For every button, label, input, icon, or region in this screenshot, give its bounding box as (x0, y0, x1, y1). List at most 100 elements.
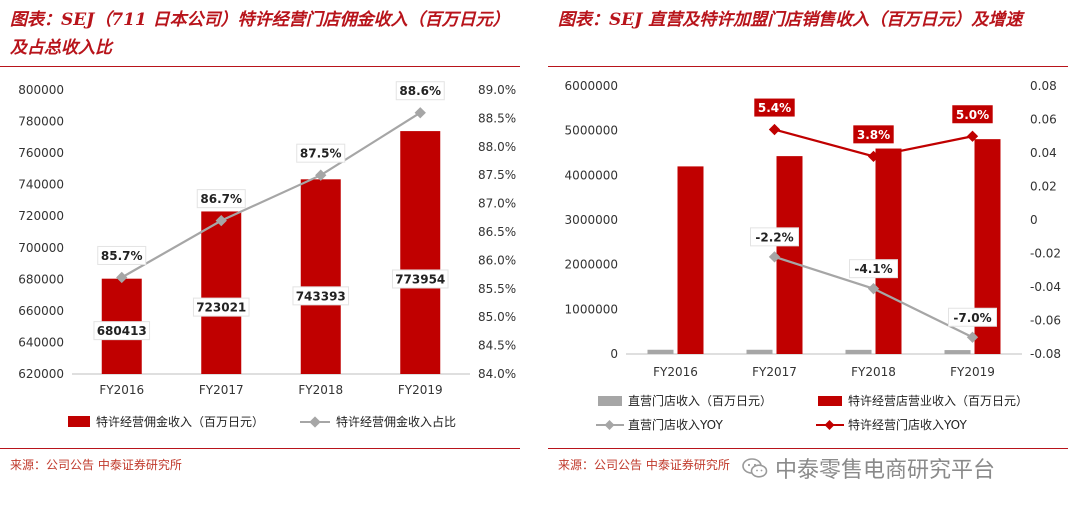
right-y-tick: 88.0% (478, 140, 516, 154)
franchise-yoy-data-label-box (952, 105, 993, 124)
right-y-tick: -0.04 (1030, 280, 1061, 294)
direct-bar (845, 349, 872, 354)
right-panel: 图表：SEJ 直营及特许加盟门店销售收入（百万日元）及增速 0 1000000 20… (548, 0, 1080, 515)
left-y-tick: 640000 (18, 335, 64, 349)
watermark: 中泰零售电商研究平台 (742, 452, 995, 484)
franchise-bar (776, 156, 803, 354)
share-data-label-box (296, 143, 346, 163)
share-point (215, 214, 227, 227)
direct-bar (746, 349, 773, 354)
share-data-label: 86.7% (200, 192, 242, 206)
legend-franchise-swatch (818, 396, 842, 406)
share-point (315, 169, 327, 181)
right-y-tick: 87.0% (478, 197, 516, 211)
legend-direct-swatch (598, 396, 622, 406)
direct-yoy-point (966, 331, 979, 343)
left-y-tick: 5000000 (565, 124, 618, 138)
right-y-tick: -0.06 (1030, 314, 1061, 328)
x-tick-label: FY2018 (851, 365, 896, 379)
legend-direct-yoy-label: 直营门店收入YOY (628, 417, 723, 432)
right-y-tick: -0.02 (1030, 247, 1061, 261)
left-y-tick: 4000000 (565, 168, 618, 182)
bar-data-label: 680413 (97, 324, 147, 338)
legend-line-label: 特许经营佣金收入占比 (336, 414, 456, 429)
legend-direct-label: 直营门店收入（百万日元） (628, 393, 772, 408)
share-data-label: 87.5% (300, 147, 342, 161)
bar-data-label-box (391, 269, 449, 289)
right-y-tick: 85.5% (478, 282, 516, 296)
bar-data-label: 773954 (395, 272, 445, 286)
right-y-tick: 89.0% (478, 83, 516, 97)
bar (400, 131, 441, 374)
share-data-label-box (196, 189, 246, 209)
direct-yoy-data-label-box (750, 227, 799, 247)
right-y-tick: 0 (1030, 213, 1038, 227)
right-chart-title: 图表：SEJ 直营及特许加盟门店销售收入（百万日元）及增速 (558, 10, 1023, 30)
franchise-bar (875, 148, 902, 354)
share-data-label: 88.6% (399, 84, 441, 98)
direct-yoy-data-label: -2.2% (755, 230, 793, 244)
left-y-tick: 720000 (18, 209, 64, 223)
direct-yoy-data-label-box (849, 259, 898, 279)
left-chart-title: 图表：SEJ（711 日本公司）特许经营门店佣金收入（百万日元）及占总收入比 (10, 10, 510, 58)
share-data-label-box (97, 245, 147, 265)
bar-data-label-box (292, 286, 350, 306)
x-tick-label: FY2017 (199, 383, 244, 397)
direct-yoy-point (768, 251, 781, 263)
left-y-tick: 740000 (18, 178, 64, 192)
legend-direct-yoy-marker (604, 420, 615, 430)
left-panel: 图表：SEJ（711 日本公司）特许经营门店佣金收入（百万日元）及占总收入比 6… (0, 0, 532, 515)
legend-franchise-yoy-label: 特许经营门店收入YOY (848, 417, 967, 432)
right-y-tick: 84.0% (478, 367, 516, 381)
bar-data-label: 723021 (196, 301, 246, 315)
left-y-tick: 1000000 (565, 302, 618, 316)
right-top-rule (548, 66, 1068, 67)
bar-data-label: 743393 (296, 289, 346, 303)
left-chart: 620000 640000 660000 680000 700000 720000 7400… (18, 81, 516, 429)
franchise-yoy-point (867, 150, 880, 163)
x-tick-label: FY2017 (752, 365, 797, 379)
franchise-yoy-data-label: 3.8% (857, 128, 890, 142)
right-y-tick: 88.5% (478, 111, 516, 125)
franchise-yoy-data-label: 5.4% (758, 101, 791, 115)
right-y-tick: 87.5% (478, 168, 516, 182)
left-y-tick: 760000 (18, 146, 64, 160)
left-y-tick: 6000000 (565, 79, 618, 93)
right-y-tick: 86.5% (478, 225, 516, 239)
left-top-rule (0, 66, 520, 67)
x-tick-label: FY2019 (950, 365, 995, 379)
left-y-tick: 680000 (18, 272, 64, 286)
share-line (121, 111, 421, 279)
x-tick-label: FY2016 (99, 383, 144, 397)
share-data-label-box (395, 81, 445, 101)
legend-franchise-label: 特许经营店营业收入（百万日元） (848, 393, 1028, 408)
legend-bar-swatch (68, 416, 90, 427)
bar-data-label-box (192, 297, 250, 317)
direct-yoy-data-label-box (948, 307, 997, 327)
left-y-tick: 2000000 (565, 258, 618, 272)
right-y-tick: 85.0% (478, 310, 516, 324)
bar-data-label-box (93, 321, 151, 341)
franchise-yoy-point (768, 123, 781, 136)
left-bottom-rule (0, 448, 520, 449)
x-tick-label: FY2019 (398, 383, 443, 397)
left-source-note: 来源：公司公告 中泰证券研究所 (10, 458, 182, 472)
legend-line-marker (309, 416, 321, 428)
franchise-bar (677, 166, 704, 354)
bar (201, 211, 242, 374)
left-y-tick: 0 (610, 347, 618, 361)
left-y-tick: 800000 (18, 83, 64, 97)
legend-bar-label: 特许经营佣金收入（百万日元） (96, 414, 264, 429)
bar (300, 179, 341, 374)
left-y-tick: 660000 (18, 304, 64, 318)
x-tick-label: FY2016 (653, 365, 698, 379)
direct-yoy-data-label: -4.1% (854, 262, 892, 276)
right-chart: 0 1000000 2000000 3000000 4000000 5000000 6000… (565, 79, 1062, 432)
share-data-label: 85.7% (101, 249, 143, 263)
right-bottom-rule (548, 448, 1068, 449)
direct-yoy-point (867, 283, 880, 295)
franchise-yoy-data-label-box (853, 125, 894, 144)
right-y-tick: 0.08 (1030, 79, 1057, 93)
legend-franchise-yoy-marker (824, 420, 835, 430)
left-y-tick: 780000 (18, 115, 64, 129)
